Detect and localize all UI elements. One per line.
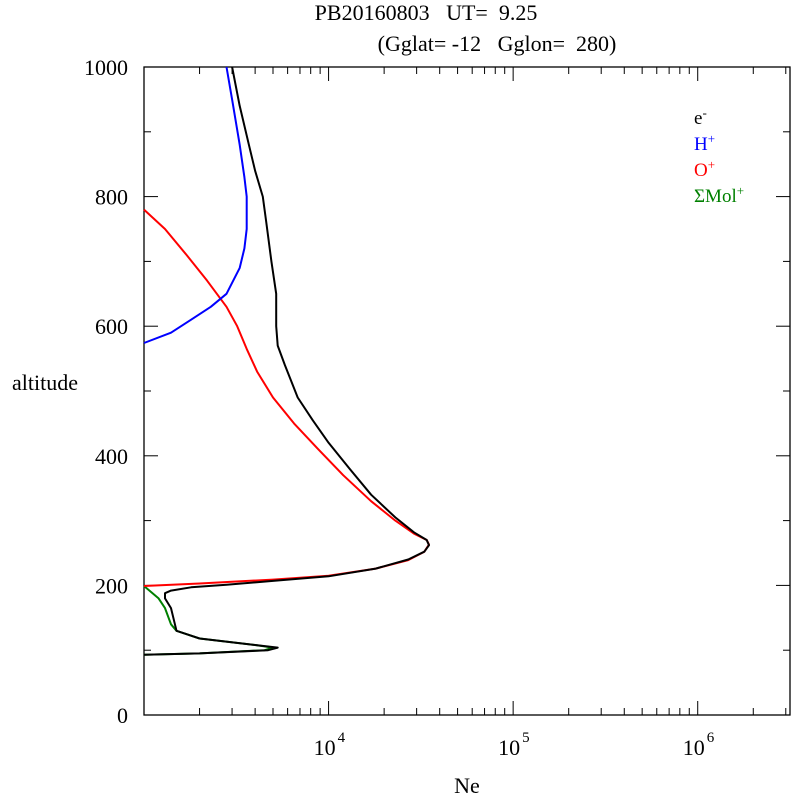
x-tick-label: 10 <box>314 735 336 760</box>
y-tick-label: 400 <box>95 444 128 469</box>
legend-entry: H+ <box>694 131 715 155</box>
y-tick-label: 1000 <box>84 55 128 80</box>
legend-entry-sup: - <box>702 105 706 120</box>
y-tick-label: 600 <box>95 314 128 339</box>
x-tick-label: 10 <box>498 735 520 760</box>
series-lines <box>143 66 430 656</box>
axis-ticks <box>143 66 790 716</box>
legend-entry-sup: + <box>708 157 715 172</box>
x-tick-label-exponent: 4 <box>338 730 346 746</box>
y-tick-label: 0 <box>117 703 128 728</box>
legend-entry: e- <box>694 105 707 129</box>
chart-title-line2: (Gglat= -12 Gglon= 280) <box>378 31 617 56</box>
legend-entry: O+ <box>694 157 715 181</box>
chart-title-line1: PB20160803 UT= 9.25 <box>315 0 538 25</box>
x-tick-label: 10 <box>683 735 705 760</box>
series-line-o <box>143 208 430 587</box>
y-tick-label: 800 <box>95 185 128 210</box>
legend-entry: ΣMol+ <box>694 183 744 207</box>
y-tick-labels: 0 200 400 600 800 1000 <box>84 55 128 728</box>
y-tick-label: 200 <box>95 573 128 598</box>
x-tick-label-exponent: 5 <box>522 730 530 746</box>
x-tick-labels: 10 4 10 5 10 6 <box>314 730 715 760</box>
legend-entry-sup: + <box>708 131 715 146</box>
x-axis-label: Ne <box>454 773 480 796</box>
legend-entry-sup: + <box>737 183 744 198</box>
legend: e-H+O+ΣMol+ <box>694 105 744 207</box>
series-line-h <box>143 66 248 344</box>
y-axis-label: altitude <box>12 370 78 395</box>
series-line-e <box>143 66 430 656</box>
x-tick-label-exponent: 6 <box>707 730 715 746</box>
